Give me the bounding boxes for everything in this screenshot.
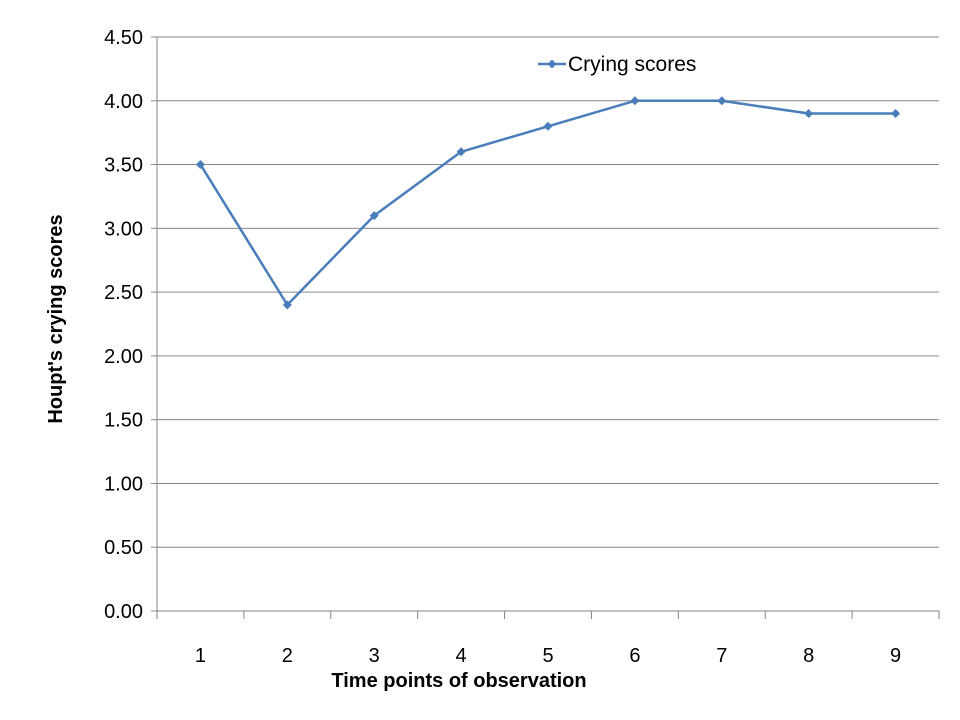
axes [156,37,939,612]
y-axis-title: Houpt's crying scores [45,214,67,423]
legend-label-crying-scores: Crying scores [568,53,696,76]
legend-marker [547,59,557,69]
y-tick-label: 0.50 [104,537,143,559]
y-tick-label: 4.50 [104,27,143,49]
x-tick-label: 8 [803,645,814,667]
data-point [804,109,814,119]
y-tick-label: 3.50 [104,155,143,177]
data-point [195,160,205,170]
legend: Crying scores [538,53,696,76]
x-tick-label: 7 [716,645,727,667]
gridlines [157,36,939,548]
x-tick-label: 2 [282,645,293,667]
y-tick-label: 0.00 [104,601,143,623]
x-tick-label: 6 [629,645,640,667]
x-tick-label: 4 [456,645,467,667]
data-point [717,96,727,106]
x-tick-label: 1 [195,645,206,667]
y-tick-label: 2.50 [104,282,143,304]
x-tick-labels: 1 2 3 4 5 6 7 8 9 [156,611,940,667]
y-tick-label: 1.00 [104,473,143,495]
y-tick-label: 1.50 [104,410,143,432]
data-point [282,300,292,310]
x-tick-label: 5 [542,645,553,667]
data-point [630,96,640,106]
x-axis-title: Time points of observation [331,670,586,692]
y-tick-label: 3.00 [104,218,143,240]
data-point [891,109,901,119]
x-tick-label: 3 [369,645,380,667]
y-tick-labels: 0.00 0.50 1.00 1.50 2.00 2.50 3.00 3.50 4.00 4.50 [104,27,157,623]
y-tick-label: 2.00 [104,346,143,368]
data-point [456,147,466,157]
y-tick-label: 4.00 [104,91,143,113]
series-line [199,99,896,307]
series-crying-scores [195,96,901,310]
data-point [369,211,379,221]
data-point [543,121,553,131]
x-tick-label: 9 [890,645,901,667]
